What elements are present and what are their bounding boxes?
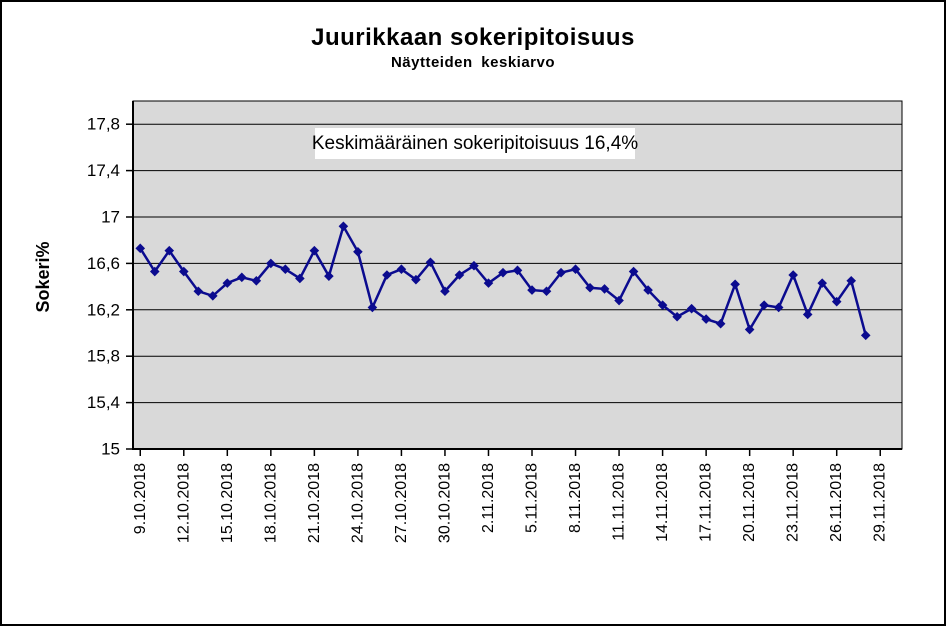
- data-point: [773, 302, 784, 313]
- x-tick-label: 30.10.2018: [436, 463, 453, 543]
- x-tick-label: 29.11.2018: [872, 463, 889, 542]
- data-point: [860, 330, 871, 341]
- data-point: [251, 276, 262, 286]
- data-point: [237, 272, 247, 283]
- x-tick-label: 18.10.2018: [262, 463, 279, 543]
- data-point: [788, 270, 798, 280]
- data-point: [585, 282, 595, 293]
- data-point: [396, 264, 407, 274]
- x-tick-label: 20.11.2018: [741, 463, 758, 542]
- data-point: [222, 278, 233, 288]
- y-tick-label: 15: [101, 440, 120, 459]
- data-point: [164, 245, 175, 256]
- data-point: [817, 278, 827, 288]
- data-point: [193, 286, 204, 297]
- chart-subtitle: Näytteiden keskiarvo: [390, 54, 556, 71]
- data-point: [831, 296, 842, 307]
- x-tick-label: 15.10.2018: [219, 463, 236, 543]
- data-point: [657, 300, 668, 310]
- data-point: [135, 243, 146, 254]
- y-tick-label: 17,8: [87, 115, 120, 134]
- data-point: [367, 302, 378, 313]
- annotation-box: Keskimääräinen sokeripitoisuus 16,4%: [311, 128, 639, 159]
- x-tick-label: 24.10.2018: [349, 463, 366, 543]
- x-tick-label: 9.10.2018: [132, 463, 149, 534]
- x-tick-label: 26.11.2018: [828, 463, 845, 542]
- data-point: [512, 265, 523, 276]
- data-point: [324, 271, 334, 281]
- data-point: [338, 221, 349, 232]
- x-tick-label: 17.11.2018: [698, 463, 715, 542]
- data-point: [454, 270, 465, 280]
- data-point: [701, 314, 711, 324]
- data-point: [498, 267, 508, 278]
- data-point: [440, 286, 450, 297]
- x-tick-label: 27.10.2018: [393, 463, 410, 543]
- data-point: [483, 278, 494, 288]
- x-tick-label: 12.10.2018: [175, 463, 192, 543]
- x-tick-label: 11.11.2018: [611, 463, 628, 541]
- data-point: [556, 267, 566, 278]
- y-tick-label: 16,6: [87, 254, 120, 273]
- y-tick-label: 16,2: [87, 300, 120, 319]
- y-tick-label: 17,4: [87, 161, 120, 180]
- data-point: [628, 266, 639, 277]
- data-point: [570, 264, 581, 274]
- y-tick-label: 17: [101, 208, 120, 227]
- data-point: [541, 286, 552, 297]
- data-point: [846, 276, 857, 286]
- data-point: [643, 285, 653, 295]
- x-tick-label: 14.11.2018: [654, 463, 671, 542]
- data-point: [353, 247, 363, 257]
- annotation-text: Keskimääräinen sokeripitoisuus 16,4%: [311, 132, 639, 154]
- x-tick-label: 21.10.2018: [306, 463, 323, 543]
- data-point: [599, 284, 610, 294]
- data-point: [266, 258, 276, 269]
- data-point: [469, 260, 479, 271]
- data-point: [149, 266, 160, 277]
- y-tick-label: 15,4: [87, 393, 120, 412]
- data-point: [280, 264, 291, 274]
- x-tick-label: 23.11.2018: [785, 463, 802, 542]
- data-point: [715, 318, 726, 329]
- chart-title: Juurikkaan sokeripitoisuus: [311, 24, 635, 51]
- data-point: [295, 273, 305, 284]
- data-point: [178, 266, 189, 277]
- data-point: [744, 324, 755, 335]
- data-point: [425, 257, 436, 268]
- data-point: [382, 270, 392, 280]
- x-tick-label: 5.11.2018: [524, 463, 541, 533]
- y-axis-title: Sokeri%: [33, 241, 53, 313]
- data-point: [672, 311, 682, 322]
- data-point: [730, 279, 740, 290]
- data-point: [411, 274, 421, 285]
- data-point: [614, 295, 624, 306]
- data-point: [686, 303, 697, 314]
- data-point: [208, 291, 218, 301]
- data-point: [527, 285, 537, 295]
- y-tick-label: 15,8: [87, 347, 120, 366]
- data-point: [759, 300, 769, 310]
- x-tick-label: 2.11.2018: [480, 463, 497, 533]
- data-point: [309, 245, 320, 256]
- data-point: [802, 309, 813, 320]
- x-tick-label: 8.11.2018: [567, 463, 584, 533]
